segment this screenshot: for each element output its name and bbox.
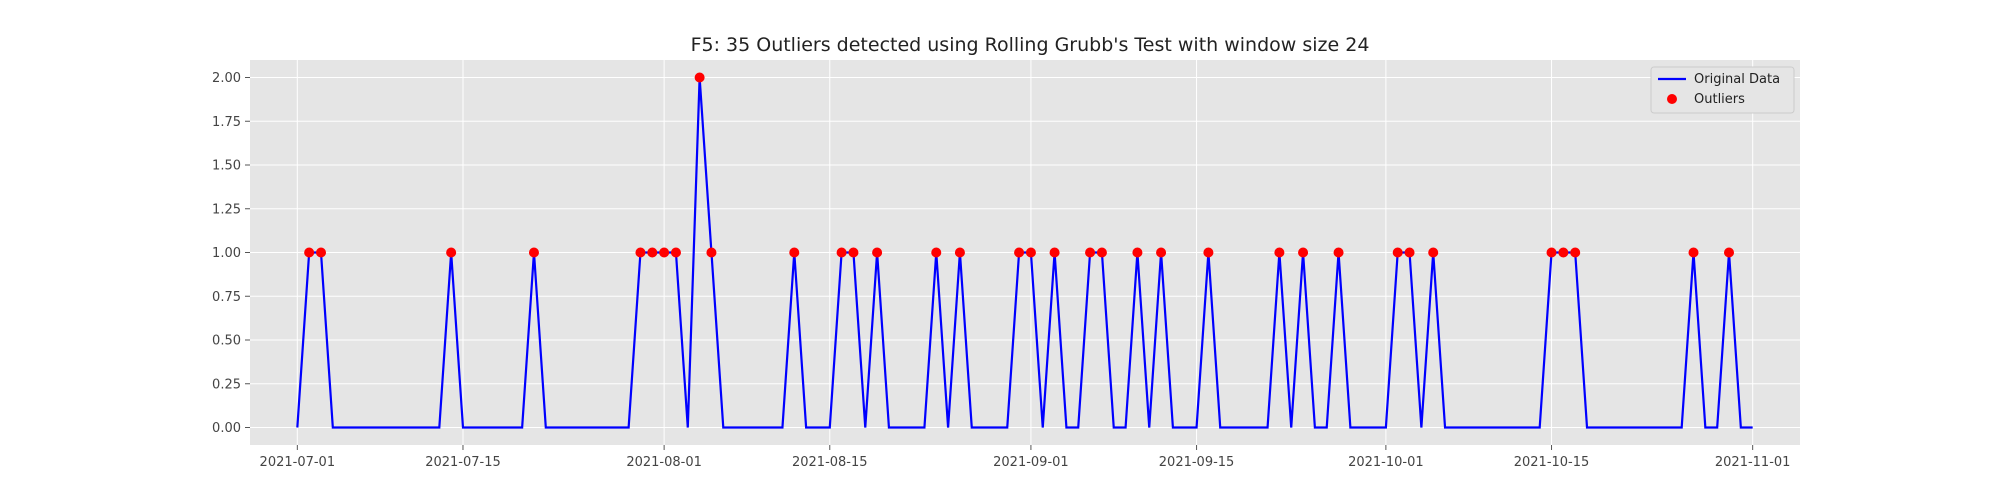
outlier-point bbox=[1688, 247, 1699, 258]
outlier-point bbox=[659, 247, 670, 258]
legend-label-outliers: Outliers bbox=[1694, 92, 1745, 107]
outlier-point bbox=[528, 247, 539, 258]
y-tick-label: 0.00 bbox=[212, 421, 241, 436]
y-tick-label: 1.25 bbox=[212, 202, 241, 217]
outlier-point bbox=[1085, 247, 1096, 258]
outlier-point bbox=[1428, 247, 1439, 258]
outlier-point bbox=[954, 247, 965, 258]
legend-label-original-data: Original Data bbox=[1694, 72, 1780, 87]
x-tick-label: 2021-08-01 bbox=[626, 455, 702, 470]
outlier-point bbox=[1558, 247, 1569, 258]
outlier-point bbox=[1096, 247, 1107, 258]
outlier-point bbox=[694, 72, 705, 83]
axes: 2021-07-01 2021-07-15 2021-08-01 2021-08-15… bbox=[212, 71, 1790, 470]
outlier-point bbox=[1132, 247, 1143, 258]
x-tick-label: 2021-08-15 bbox=[792, 455, 868, 470]
x-tick-label: 2021-07-01 bbox=[260, 455, 336, 470]
outlier-point bbox=[1333, 247, 1344, 258]
original-data-line bbox=[296, 77, 1753, 429]
outlier-point bbox=[670, 247, 681, 258]
outlier-point bbox=[1546, 247, 1557, 258]
outlier-point bbox=[706, 247, 717, 258]
y-tick-label: 0.75 bbox=[212, 290, 241, 305]
chart-title: F5: 35 Outliers detected using Rolling G… bbox=[691, 34, 1370, 56]
outlier-point bbox=[1274, 247, 1285, 258]
outlier-point bbox=[1014, 247, 1025, 258]
outlier-point bbox=[446, 247, 457, 258]
legend: Original Data Outliers bbox=[1650, 66, 1795, 114]
outlier-point bbox=[647, 247, 658, 258]
outlier-point bbox=[635, 247, 646, 258]
outlier-point bbox=[1203, 247, 1214, 258]
y-tick-label: 1.50 bbox=[212, 159, 241, 174]
y-tick-label: 0.50 bbox=[212, 334, 241, 349]
outlier-point bbox=[1156, 247, 1167, 258]
legend-box bbox=[1650, 66, 1795, 114]
x-tick-label: 2021-10-01 bbox=[1348, 455, 1424, 470]
outlier-point bbox=[1392, 247, 1403, 258]
series bbox=[296, 77, 1753, 429]
x-tick-label: 2021-07-15 bbox=[425, 455, 501, 470]
y-tick-label: 1.75 bbox=[212, 115, 241, 130]
outlier-point bbox=[1049, 247, 1060, 258]
outlier-point bbox=[1298, 247, 1309, 258]
outlier-point bbox=[931, 247, 942, 258]
outlier-point bbox=[315, 247, 326, 258]
outlier-point bbox=[304, 247, 315, 258]
outlier-point bbox=[872, 247, 883, 258]
outlier-point bbox=[836, 247, 847, 258]
legend-outlier-swatch bbox=[1667, 94, 1677, 104]
y-tick-label: 1.00 bbox=[212, 246, 241, 261]
x-tick-label: 2021-09-01 bbox=[993, 455, 1069, 470]
x-tick-label: 2021-11-01 bbox=[1715, 455, 1791, 470]
outlier-point bbox=[1025, 247, 1036, 258]
x-tick-label: 2021-10-15 bbox=[1514, 455, 1590, 470]
outlier-point bbox=[1724, 247, 1735, 258]
outlier-point bbox=[1404, 247, 1415, 258]
x-tick-label: 2021-09-15 bbox=[1159, 455, 1235, 470]
y-tick-label: 0.25 bbox=[212, 377, 241, 392]
outlier-point bbox=[848, 247, 859, 258]
outlier-points bbox=[304, 72, 1735, 258]
outlier-point bbox=[1570, 247, 1581, 258]
outlier-point bbox=[789, 247, 800, 258]
y-tick-label: 2.00 bbox=[212, 71, 241, 86]
